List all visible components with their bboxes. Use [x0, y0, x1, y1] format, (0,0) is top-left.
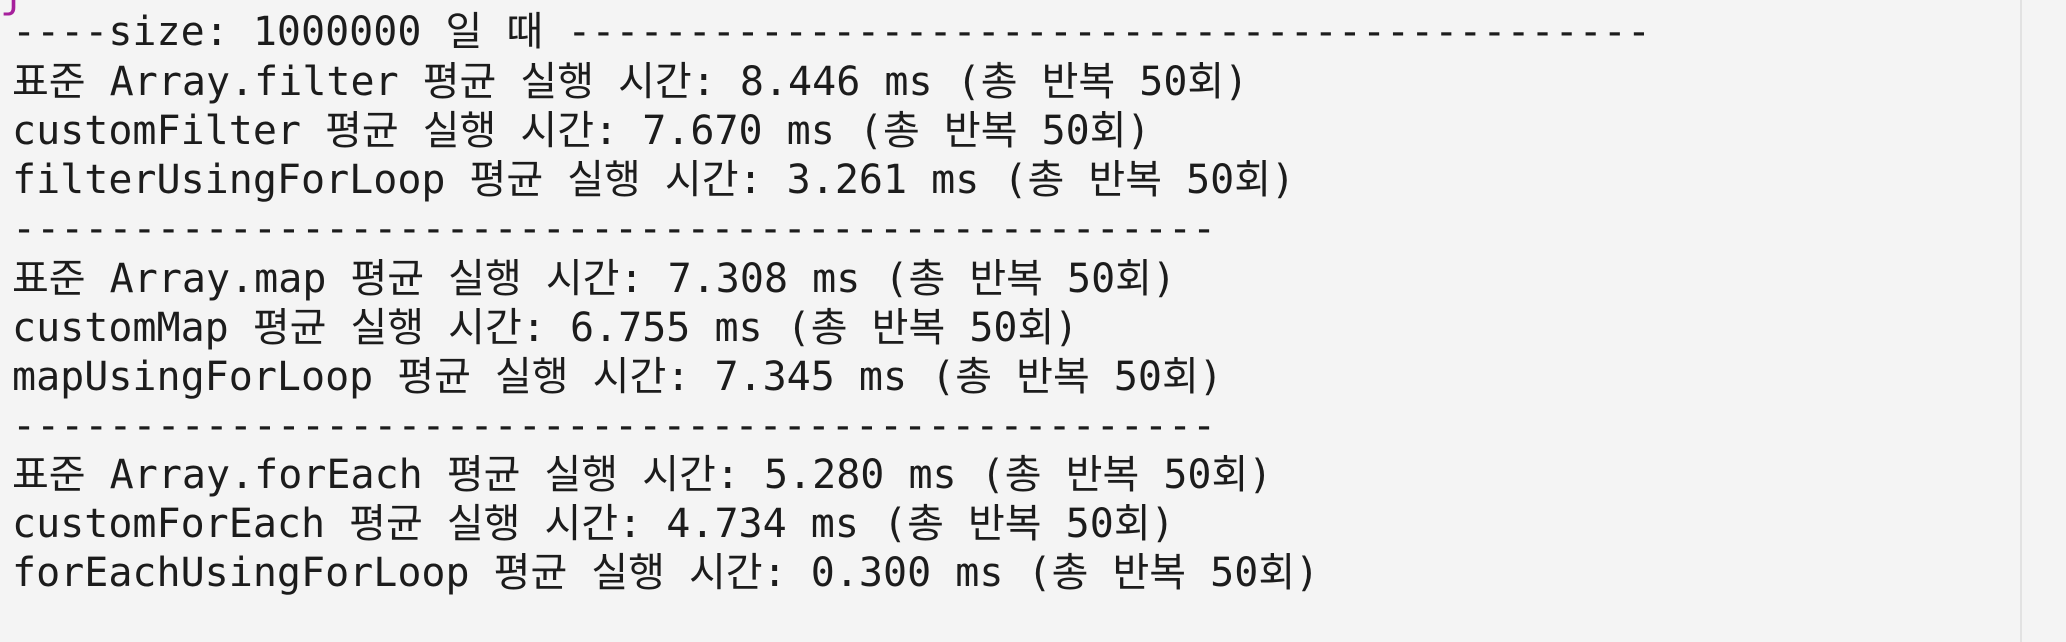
map-custom-line: customMap 평균 실행 시간: 6.755 ms (총 반복 50회)	[12, 305, 1079, 351]
filter-standard-line: 표준 Array.filter 평균 실행 시간: 8.446 ms (총 반복…	[12, 59, 1249, 105]
foreach-forloop-line: forEachUsingForLoop 평균 실행 시간: 0.300 ms (…	[12, 550, 1320, 596]
map-standard-line: 표준 Array.map 평균 실행 시간: 7.308 ms (총 반복 50…	[12, 256, 1177, 302]
cut-off-prompt-line: j	[0, 0, 24, 19]
separator-line: ----------------------------------------…	[12, 403, 1217, 449]
filter-custom-line: customFilter 평균 실행 시간: 7.670 ms (총 반복 50…	[12, 108, 1151, 154]
map-forloop-line: mapUsingForLoop 평균 실행 시간: 7.345 ms (총 반복…	[12, 354, 1223, 400]
foreach-standard-line: 표준 Array.forEach 평균 실행 시간: 5.280 ms (총 반…	[12, 452, 1273, 498]
scrollbar-track[interactable]	[2020, 0, 2066, 642]
terminal-output[interactable]: j ----size: 1000000 일 때 ----------------…	[0, 0, 2020, 642]
size-header-line: ----size: 1000000 일 때 ------------------…	[12, 9, 1651, 55]
foreach-custom-line: customForEach 평균 실행 시간: 4.734 ms (총 반복 5…	[12, 501, 1175, 547]
separator-line: ----------------------------------------…	[12, 206, 1217, 252]
filter-forloop-line: filterUsingForLoop 평균 실행 시간: 3.261 ms (총…	[12, 157, 1296, 203]
